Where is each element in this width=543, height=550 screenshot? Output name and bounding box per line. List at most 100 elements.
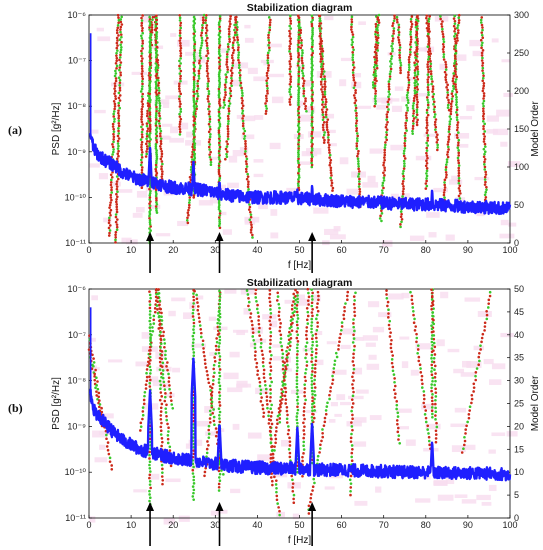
shade-patch — [460, 372, 477, 377]
shade-patch — [448, 179, 463, 185]
shade-patch — [492, 128, 509, 136]
stable-mode-point — [154, 51, 158, 55]
pole-point — [426, 428, 429, 431]
pole-point — [323, 138, 326, 142]
pole-point — [100, 406, 103, 410]
stable-mode-point — [217, 199, 221, 203]
stable-mode-point — [149, 296, 152, 300]
pole-point — [280, 348, 284, 352]
stable-mode-point — [310, 147, 314, 150]
stable-mode-point — [218, 410, 222, 414]
pole-point — [425, 179, 428, 183]
pole-point — [291, 482, 295, 485]
pole-point — [482, 140, 486, 143]
stable-mode-point — [148, 19, 151, 23]
pole-point — [204, 366, 208, 369]
pole-point — [288, 436, 291, 440]
pole-point — [321, 103, 324, 106]
pole-point — [307, 291, 310, 295]
pole-point — [276, 422, 279, 426]
pole-point — [315, 317, 318, 321]
stable-mode-point — [310, 311, 314, 314]
stable-mode-point — [218, 29, 222, 33]
pole-point — [394, 392, 397, 395]
stable-mode-point — [296, 49, 300, 53]
stable-mode-point — [154, 82, 158, 86]
stable-mode-point — [193, 109, 196, 112]
pole-point — [170, 399, 173, 402]
pole-point — [300, 41, 303, 45]
stable-mode-point — [193, 44, 196, 48]
pole-point — [413, 84, 417, 87]
pole-point — [259, 392, 263, 396]
stable-mode-point — [193, 138, 196, 141]
pole-point — [141, 57, 144, 60]
stable-mode-point — [218, 176, 222, 180]
stable-mode-point — [295, 398, 299, 402]
stable-mode-point — [310, 353, 313, 357]
stable-mode-point — [297, 93, 300, 96]
pole-point — [444, 63, 448, 66]
pole-point — [113, 89, 117, 93]
pole-point — [393, 384, 397, 388]
pole-point — [225, 152, 228, 156]
shade-patch — [223, 372, 239, 380]
pole-point — [265, 399, 269, 402]
stable-mode-point — [217, 377, 221, 381]
pole-point — [275, 430, 278, 433]
stable-mode-point — [430, 334, 434, 337]
pole-point — [424, 416, 428, 420]
pole-point — [113, 117, 116, 121]
pole-point — [355, 132, 359, 135]
pole-point — [160, 444, 163, 448]
pole-point — [452, 64, 456, 68]
pole-point — [483, 325, 487, 328]
pole-point — [235, 28, 239, 32]
stable-mode-point — [310, 122, 314, 125]
pole-point — [433, 123, 437, 126]
stable-mode-point — [154, 103, 158, 107]
stable-mode-point — [192, 15, 196, 19]
pole-point — [455, 75, 459, 79]
pole-point — [161, 170, 164, 173]
pole-point — [108, 211, 112, 215]
pole-point — [206, 67, 209, 70]
shade-patch — [415, 93, 429, 97]
stable-mode-point — [191, 344, 195, 348]
shade-patch — [162, 123, 173, 127]
pole-point — [426, 60, 430, 64]
pole-point — [357, 165, 360, 168]
x-axis-label: f [Hz] — [288, 260, 312, 271]
pole-point — [429, 72, 433, 76]
stable-mode-point — [148, 483, 152, 486]
pole-point — [108, 456, 112, 460]
stable-mode-point — [148, 82, 152, 85]
stable-mode-point — [295, 362, 299, 366]
stable-mode-point — [311, 298, 314, 301]
pole-point — [141, 42, 145, 45]
stable-mode-point — [192, 351, 196, 354]
stable-mode-point — [218, 322, 222, 325]
pole-point — [248, 218, 252, 222]
pole-point — [179, 77, 182, 80]
pole-point — [415, 336, 419, 340]
pole-point — [385, 128, 389, 132]
pole-point — [98, 403, 102, 406]
pole-point — [453, 22, 457, 25]
pole-point — [267, 414, 270, 418]
pole-point — [411, 306, 415, 309]
pole-point — [234, 26, 237, 29]
pole-point — [405, 129, 408, 132]
pole-point — [214, 427, 218, 430]
pole-point — [229, 69, 233, 72]
pole-point — [115, 182, 118, 186]
pole-point — [320, 62, 323, 66]
pole-point — [160, 150, 164, 153]
stable-mode-point — [297, 173, 301, 177]
pole-point — [292, 292, 296, 296]
pole-point — [477, 355, 481, 359]
pole-point — [304, 104, 308, 108]
stable-mode-point — [148, 135, 151, 139]
pole-point — [281, 390, 285, 394]
pole-point — [230, 74, 233, 77]
